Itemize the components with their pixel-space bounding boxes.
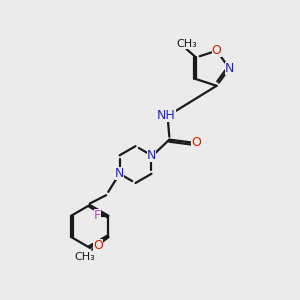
- Text: CH₃: CH₃: [75, 252, 96, 262]
- Text: O: O: [93, 239, 103, 252]
- Text: N: N: [147, 149, 156, 162]
- Text: NH: NH: [157, 109, 176, 122]
- Text: CH₃: CH₃: [176, 39, 197, 49]
- Text: N: N: [225, 62, 234, 75]
- Text: O: O: [212, 44, 222, 57]
- Text: N: N: [115, 167, 124, 180]
- Text: F: F: [94, 209, 100, 222]
- Text: O: O: [191, 136, 201, 149]
